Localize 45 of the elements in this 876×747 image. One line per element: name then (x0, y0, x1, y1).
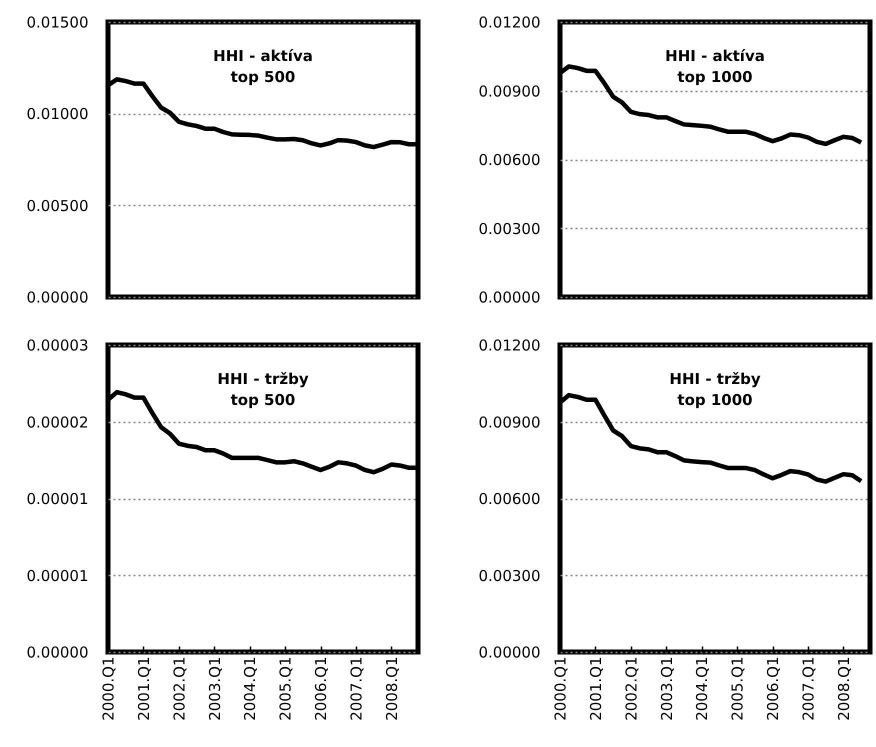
x-tick-label: 2008.Q1 (834, 656, 853, 721)
y-tick-label: 0.00600 (478, 151, 540, 169)
text: HHI - aktíva (213, 47, 313, 65)
text: top 1000 (677, 68, 753, 86)
y-tick-label: 0.00002 (26, 413, 88, 432)
x-tick-label: 2003.Q1 (206, 656, 224, 721)
text: HHI - aktíva (665, 47, 765, 65)
x-tick-label: 2005.Q1 (276, 656, 295, 721)
text: HHI - tržby (217, 370, 309, 388)
y-tick-label: 0.01500 (26, 14, 88, 32)
x-tick-label: 2001.Q1 (134, 656, 153, 721)
x-tick-label: 2001.Q1 (586, 656, 605, 721)
x-tick-label: 2005.Q1 (728, 656, 747, 721)
y-tick-label: 0.00000 (478, 288, 540, 306)
x-tick-label: 2008.Q1 (382, 656, 401, 721)
x-tick-label: 2004.Q1 (241, 656, 260, 721)
y-tick-label: 0.00900 (478, 413, 540, 432)
y-tick-label: 0.01000 (26, 105, 88, 124)
y-tick-label: 0.00300 (478, 566, 540, 585)
y-tick-label: 0.01200 (478, 336, 540, 354)
x-tick-label: 2002.Q1 (622, 656, 640, 721)
y-tick-label: 0.00900 (478, 82, 540, 100)
y-tick-label: 0.00001 (26, 566, 88, 585)
y-tick-label: 0.00000 (26, 644, 88, 662)
y-tick-label: 0.00600 (478, 490, 540, 508)
x-tick-label: 2007.Q1 (348, 656, 366, 721)
text: HHI - tržby (669, 370, 761, 388)
y-tick-label: 0.00003 (26, 336, 88, 354)
x-tick-label: 2002.Q1 (170, 656, 188, 721)
y-tick-label: 0.00300 (478, 220, 540, 238)
x-tick-label: 2003.Q1 (658, 656, 676, 721)
text: top 500 (230, 68, 296, 86)
x-tick-label: 2004.Q1 (693, 656, 712, 721)
x-tick-label: 2007.Q1 (800, 656, 818, 721)
text: top 1000 (677, 391, 753, 409)
x-tick-label: 2006.Q1 (312, 656, 330, 721)
x-tick-label: 2006.Q1 (764, 656, 782, 721)
y-tick-label: 0.01200 (478, 14, 540, 32)
y-tick-label: 0.00000 (478, 644, 540, 662)
x-tick-label: 2000.Q1 (552, 656, 570, 721)
y-tick-label: 0.00000 (26, 288, 88, 306)
y-tick-label: 0.00001 (26, 490, 88, 508)
x-tick-label: 2000.Q1 (100, 656, 118, 721)
y-tick-label: 0.00500 (26, 196, 88, 215)
text: top 500 (230, 391, 296, 409)
